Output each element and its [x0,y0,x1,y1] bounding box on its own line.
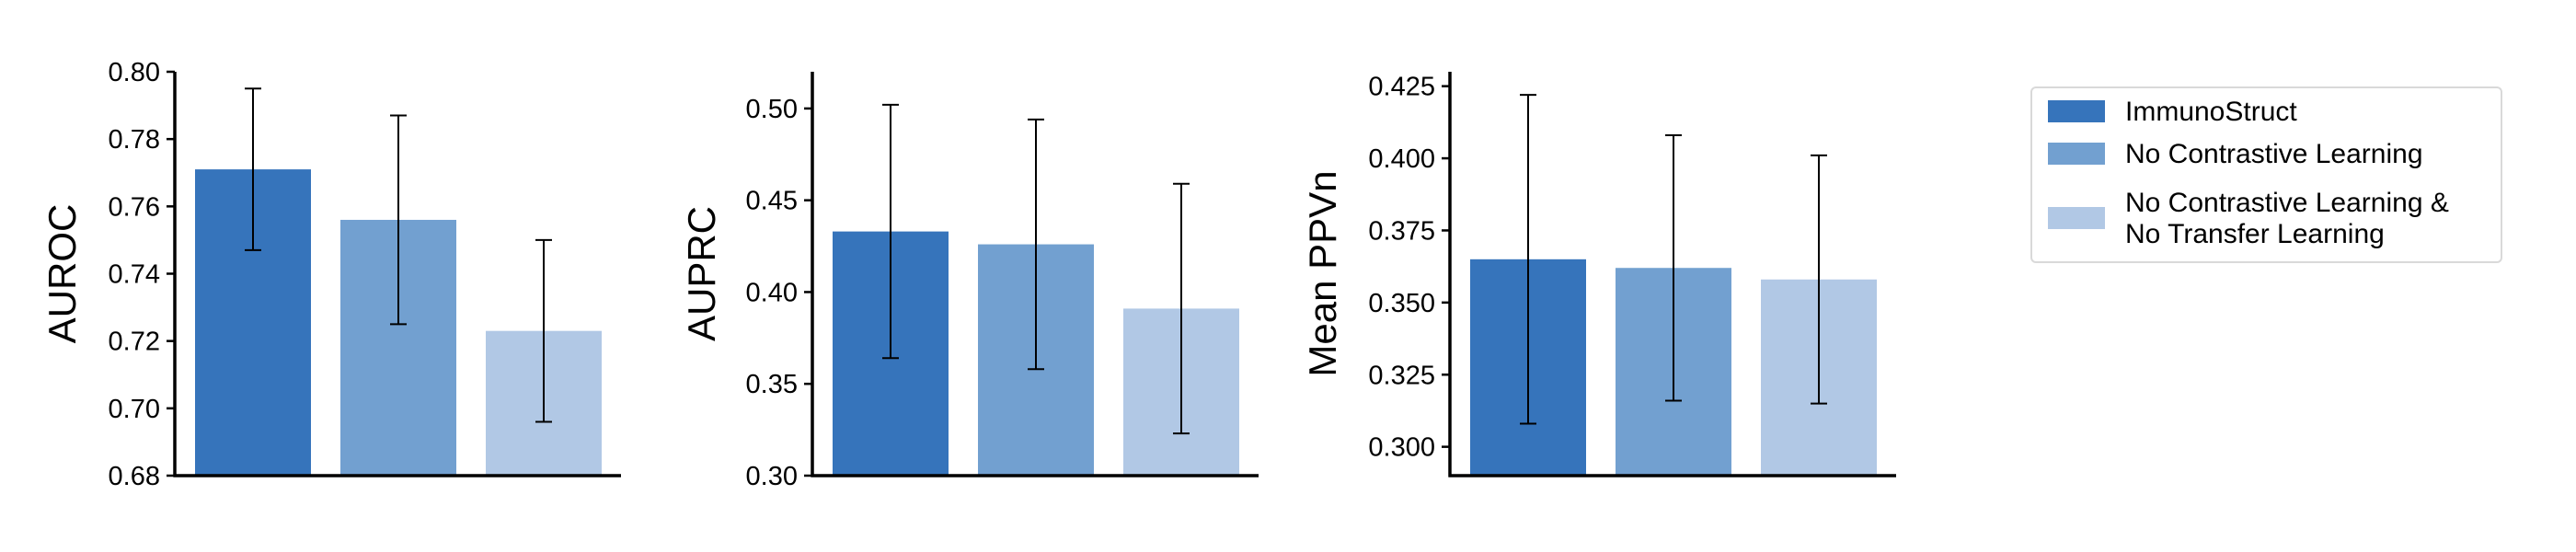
legend-frame [2030,86,2502,263]
y-tick-label-3: 0.350 [1368,289,1435,318]
legend-label-1: ImmunoStruct [2125,97,2297,127]
chart-panel-3: 0.300 0.325 0.350 0.375 0.400 0.425 Mean PPVn [1301,72,1896,477]
y-axis-label: Mean PPVn [1301,170,1344,376]
y-tick-label-1: 0.300 [1368,433,1435,463]
chart-panel-1: 0.68 0.70 0.72 0.74 0.76 0.78 0.80 AUROC [40,58,621,491]
y-tick-label-7: 0.80 [109,58,160,87]
y-tick-label-2: 0.70 [109,395,160,424]
y-tick-label-5: 0.50 [746,95,798,124]
legend-label-3-line-2: No Transfer Learning [2125,219,2385,249]
y-axis-label: AUPRC [680,206,723,341]
chart-panel-2: 0.30 0.35 0.40 0.45 0.50 AUPRC [680,72,1259,491]
legend-swatch-1 [2048,100,2105,122]
y-tick-label-2: 0.35 [746,370,798,399]
y-tick-label-2: 0.325 [1368,361,1435,390]
y-tick-label-1: 0.68 [109,462,160,491]
y-tick-label-5: 0.76 [109,192,160,222]
y-tick-label-4: 0.45 [746,187,798,216]
legend: ImmunoStruct No Contrastive Learning No Co… [2030,86,2502,263]
y-tick-label-6: 0.425 [1368,73,1435,102]
y-tick-label-3: 0.72 [109,328,160,357]
y-tick-label-5: 0.400 [1368,144,1435,174]
y-tick-label-4: 0.74 [109,260,160,290]
y-tick-label-6: 0.78 [109,125,160,155]
legend-label-2: No Contrastive Learning [2125,139,2423,169]
y-tick-label-1: 0.30 [746,462,798,491]
y-tick-label-4: 0.375 [1368,216,1435,246]
legend-swatch-2 [2048,143,2105,165]
y-tick-label-3: 0.40 [746,278,798,307]
legend-label-3-line-1: No Contrastive Learning & [2125,188,2449,218]
y-axis-label: AUROC [40,204,84,344]
legend-swatch-3 [2048,207,2105,229]
